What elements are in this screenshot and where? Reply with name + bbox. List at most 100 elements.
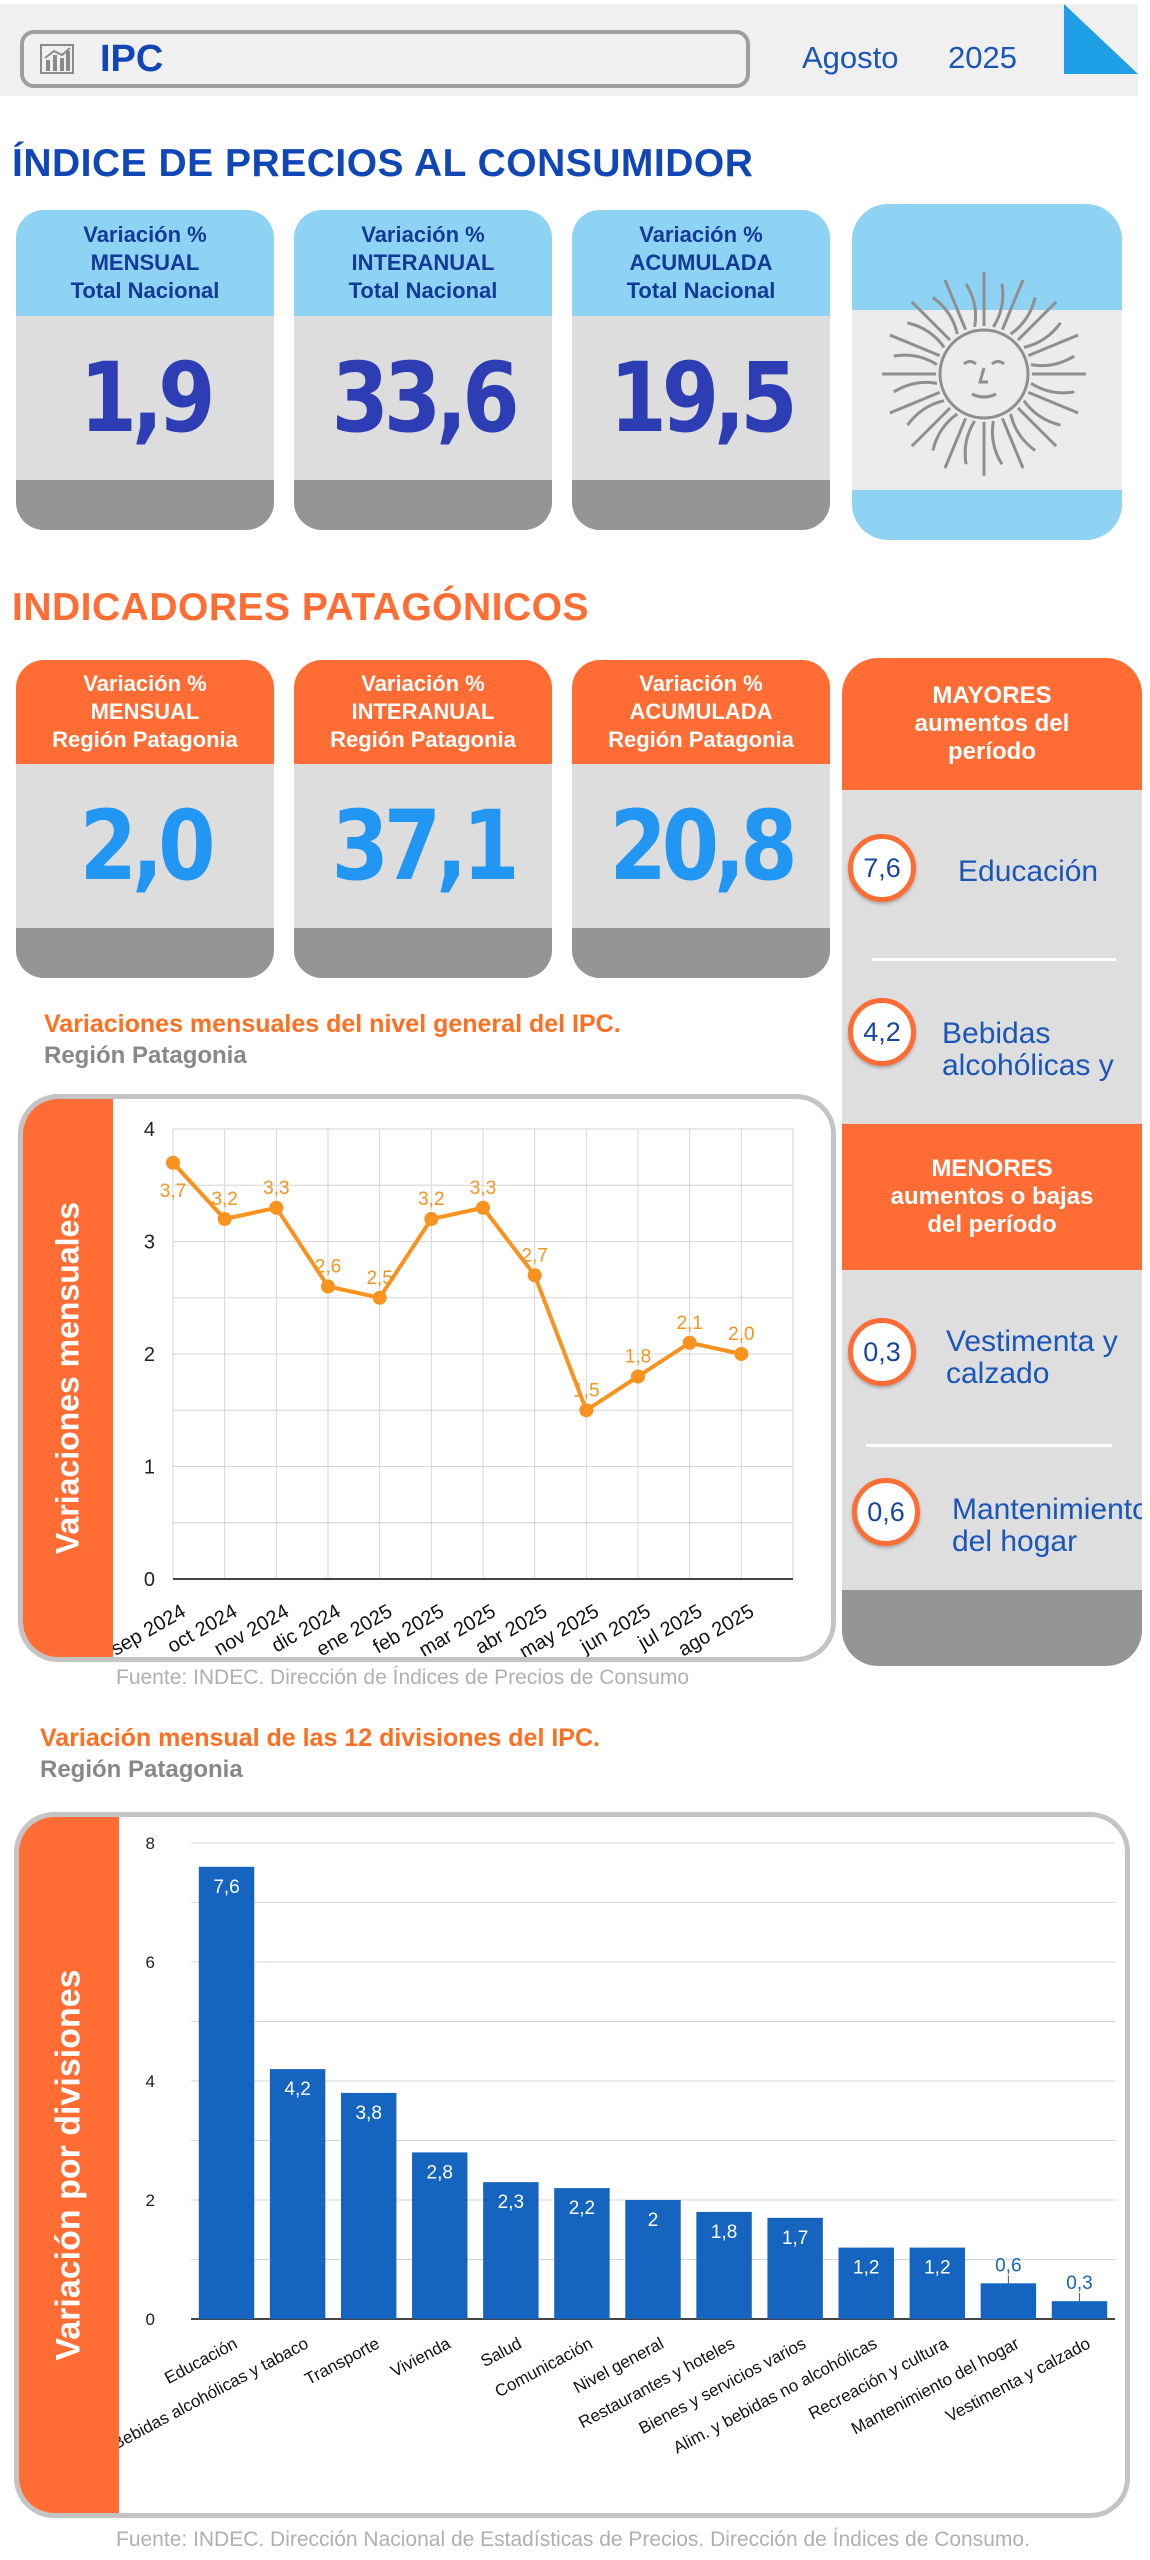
sun-ray [990, 420, 1004, 466]
sun-ray [1027, 333, 1079, 358]
bar-chart-title: Variación mensual de las 12 divisiones d… [40, 1724, 600, 1752]
bar-value-label: 2,2 [569, 2198, 595, 2219]
bottom-1-label: Vestimenta y calzado [946, 1325, 1118, 1390]
sun-emblem-panel [852, 204, 1122, 540]
bar-value-label: 2,8 [427, 2162, 453, 2183]
x-tick-label: Transporte [302, 2334, 383, 2389]
line-chart-ylabel: Variaciones mensuales [49, 1201, 86, 1555]
bar [1051, 2301, 1108, 2319]
bottom-2-value: 0,6 [852, 1478, 920, 1546]
sun-ray [1030, 382, 1075, 395]
data-point [527, 1268, 542, 1283]
bar [980, 2283, 1037, 2319]
y-tick-label: 2 [146, 2191, 155, 2210]
sun-ray [906, 399, 945, 427]
bar [198, 1866, 255, 2319]
card-value: 19,5 [609, 342, 797, 454]
bar [838, 2247, 894, 2319]
y-tick-label: 0 [146, 2310, 155, 2329]
bar-value-label: 2,3 [498, 2192, 524, 2213]
sun-ray [1016, 406, 1058, 448]
data-label: 2,0 [728, 1324, 754, 1345]
patagonia-card-accumulated: Variación % ACUMULADA Región Patagonia 20,… [572, 660, 830, 978]
card-header: Variación % ACUMULADA Región Patagonia [572, 660, 830, 764]
y-tick-label: 8 [146, 1834, 155, 1853]
data-point [424, 1212, 439, 1226]
patagonia-section-title: INDICADORES PATAGÓNICOS [12, 586, 590, 629]
bar [696, 2211, 752, 2319]
card-header: Variación % INTERANUAL Total Nacional [294, 210, 552, 316]
sun-ray [1000, 279, 1025, 331]
card-value: 33,6 [331, 342, 519, 454]
card-header: Variación % ACUMULADA Total Nacional [572, 210, 830, 316]
data-point [579, 1403, 594, 1418]
national-card-monthly: Variación % MENSUAL Total Nacional 1,9 [16, 210, 274, 530]
bar-value-label: 3,8 [355, 2103, 381, 2124]
sun-ray [1030, 354, 1076, 368]
y-tick-label: 4 [146, 2072, 155, 2091]
top-1-value: 7,6 [848, 834, 916, 902]
bar-chart-ylabel: Variación por divisiones [49, 1969, 88, 2361]
bar [625, 2200, 681, 2319]
y-tick-label: 0 [144, 1569, 155, 1591]
data-point [166, 1155, 180, 1170]
bar-value-label: 1,2 [924, 2258, 950, 2279]
chart-icon [40, 44, 74, 74]
sun-ray [964, 282, 978, 328]
sun-ray [910, 300, 952, 342]
divider [872, 958, 1116, 961]
data-label: 2,1 [676, 1313, 702, 1334]
card-value: 37,1 [331, 790, 519, 902]
bar [412, 2152, 468, 2319]
sun-ray [1027, 390, 1079, 415]
y-tick-label: 2 [144, 1344, 155, 1366]
sun-ray [1022, 399, 1061, 427]
top-1-label: Educación [958, 855, 1099, 888]
sun-ray [1023, 321, 1062, 349]
bar-value-label: 4,2 [284, 2079, 310, 2100]
y-tick-label: 1 [144, 1457, 155, 1479]
patagonia-card-yoy: Variación % INTERANUAL Región Patagonia 37… [294, 660, 552, 978]
y-tick-label: 4 [144, 1119, 155, 1141]
bottom-2-label: Mantenimiento del hogar [952, 1493, 1142, 1558]
sun-ray [1009, 297, 1037, 336]
ranking-panel: MAYORES aumentos del período 7,6 Educación… [842, 658, 1142, 1666]
period-month: Agosto [802, 40, 899, 75]
bar [554, 2188, 610, 2319]
data-label: 3,3 [263, 1178, 289, 1199]
bar [483, 2182, 539, 2319]
card-value: 2,0 [79, 790, 216, 902]
sun-ray [931, 296, 959, 335]
bar [909, 2247, 966, 2319]
sun-ray [1000, 417, 1025, 469]
data-point [372, 1290, 387, 1305]
header-bar: IPC Agosto 2025 [0, 4, 1138, 96]
bar-value-label: 0,3 [1066, 2273, 1092, 2294]
card-value: 20,8 [609, 790, 797, 902]
sun-ray [1016, 300, 1058, 342]
card-header: Variación % INTERANUAL Región Patagonia [294, 660, 552, 764]
data-label: 3,3 [470, 1178, 496, 1199]
x-tick-label: Vivienda [387, 2334, 454, 2382]
card-header: Variación % MENSUAL Región Patagonia [16, 660, 274, 764]
data-label: 2,6 [315, 1257, 341, 1278]
data-point [217, 1212, 232, 1226]
sun-ray [1009, 413, 1037, 452]
bar-value-label: 7,6 [213, 1877, 239, 1898]
sun-ray [892, 380, 938, 394]
sun-ray [907, 321, 946, 349]
bar [269, 2069, 326, 2319]
app-title: IPC [100, 38, 164, 80]
data-label: 2,7 [521, 1245, 547, 1266]
sun-ray [943, 417, 968, 469]
bar [340, 2092, 397, 2319]
corner-triangle-icon [1064, 4, 1138, 74]
national-section-title: ÍNDICE DE PRECIOS AL CONSUMIDOR [12, 142, 754, 185]
sun-ray [893, 353, 938, 366]
data-point [734, 1347, 749, 1361]
bar-value-label: 1,8 [711, 2222, 737, 2243]
line-chart-ylabel-bar: Variaciones mensuales [23, 1099, 113, 1657]
line-chart-title: Variaciones mensuales del nivel general … [44, 1010, 621, 1038]
